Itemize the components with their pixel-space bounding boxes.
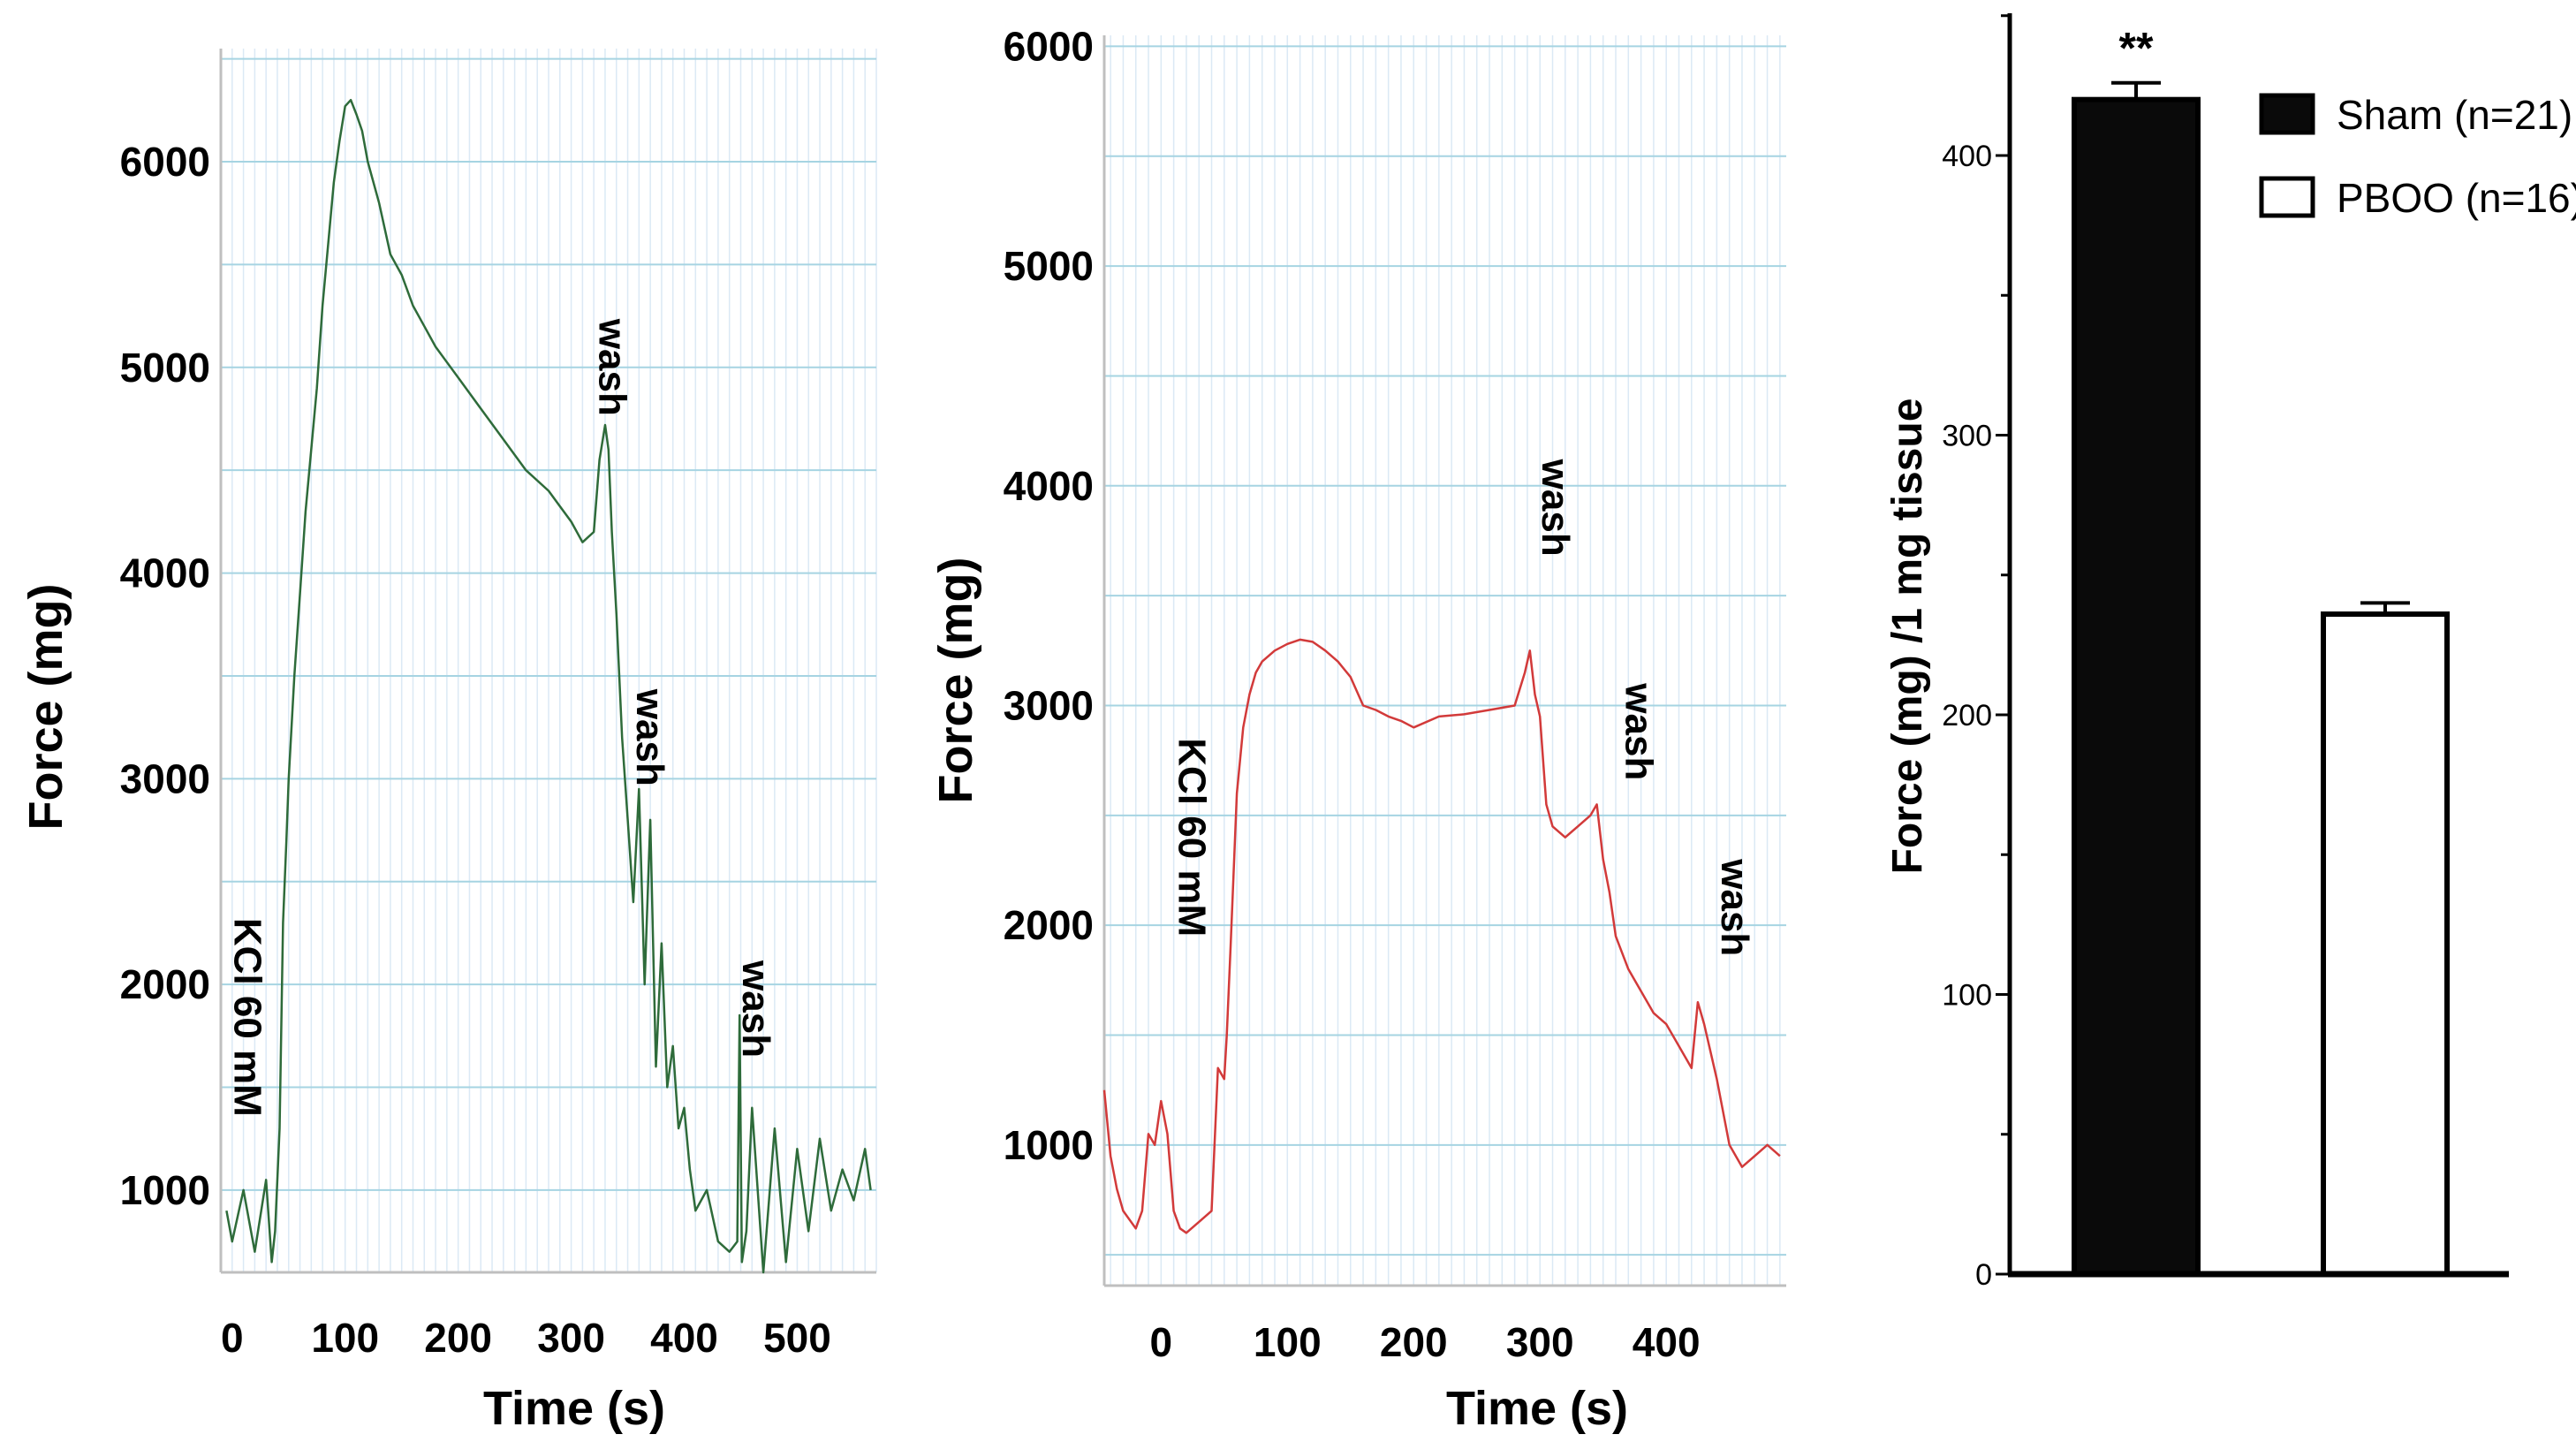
y-tick-label: 2000	[1004, 902, 1094, 948]
x-axis-title: Time (s)	[1446, 1382, 1628, 1435]
y-tick-label: 5000	[120, 345, 210, 391]
annotation-label: wash	[628, 688, 671, 786]
x-tick-label: 400	[1633, 1319, 1701, 1365]
x-tick-label: 300	[537, 1315, 605, 1361]
y-tick-label: 3000	[120, 755, 210, 801]
sham-bar	[2072, 96, 2201, 1278]
annotation-label: wash	[1534, 459, 1577, 557]
x-tick-label: 0	[1150, 1319, 1173, 1365]
annotation-label: wash	[1713, 858, 1756, 956]
y-tick-label: 5000	[1004, 243, 1094, 289]
significance-marker: **	[2119, 24, 2154, 73]
red-force-trace-chart: 1000 2000 3000 4000 5000 6000 0 100 200 300 400Tim…	[929, 23, 1786, 1435]
y-tick-label: 6000	[120, 139, 210, 185]
annotation-label: wash	[734, 960, 777, 1058]
y-tick-label: 100	[1942, 979, 1992, 1013]
y-tick-label: 0	[1975, 1258, 1992, 1292]
y-tick-label: 2000	[120, 961, 210, 1007]
y-axis-title: Force (mg)	[19, 583, 72, 830]
y-tick-label: 1000	[120, 1167, 210, 1213]
green-force-trace-chart: 1000 2000 3000 4000 5000 6000 0 100 200 300 400 500…	[19, 49, 877, 1435]
x-tick-label: 400	[650, 1315, 718, 1361]
y-tick-label: 4000	[120, 550, 210, 596]
x-tick-label: 0	[221, 1315, 244, 1361]
x-axis-title: Time (s)	[483, 1382, 665, 1435]
legend-label: PBOO (n=16)	[2337, 175, 2576, 221]
annotation-label: wash	[1617, 682, 1660, 780]
y-tick-label: 4000	[1004, 463, 1094, 509]
pboo-bar	[2321, 611, 2450, 1277]
x-tick-label: 500	[763, 1315, 831, 1361]
y-axis-title: Force (mg) /1 mg tissue	[1884, 398, 1931, 875]
force-per-tissue-bar-chart: 0 100 200 300 400 Force (mg) /1 mg tissue ** Sh…	[1884, 13, 2576, 1292]
force-trace-line	[225, 98, 872, 1274]
x-tick-label: 200	[1380, 1319, 1448, 1365]
y-axis-title: Force (mg)	[929, 557, 982, 803]
y-tick-label: 200	[1942, 699, 1992, 732]
x-tick-label: 300	[1506, 1319, 1574, 1365]
annotation-label: KCl 60 mM	[225, 918, 269, 1117]
legend-swatch	[2259, 93, 2315, 135]
legend-label: Sham (n=21)	[2337, 92, 2572, 138]
y-tick-label: 400	[1942, 140, 1992, 173]
annotation-label: KCl 60 mM	[1170, 738, 1213, 937]
annotation-label: wash	[591, 318, 634, 416]
y-tick-label: 3000	[1004, 682, 1094, 728]
force-trace-line	[1102, 638, 1781, 1234]
y-tick-label: 1000	[1004, 1122, 1094, 1168]
x-tick-label: 200	[424, 1315, 492, 1361]
legend-swatch	[2259, 176, 2315, 218]
y-tick-label: 300	[1942, 420, 1992, 453]
x-tick-label: 100	[311, 1315, 379, 1361]
x-tick-label: 100	[1254, 1319, 1322, 1365]
y-tick-label: 6000	[1004, 23, 1094, 69]
